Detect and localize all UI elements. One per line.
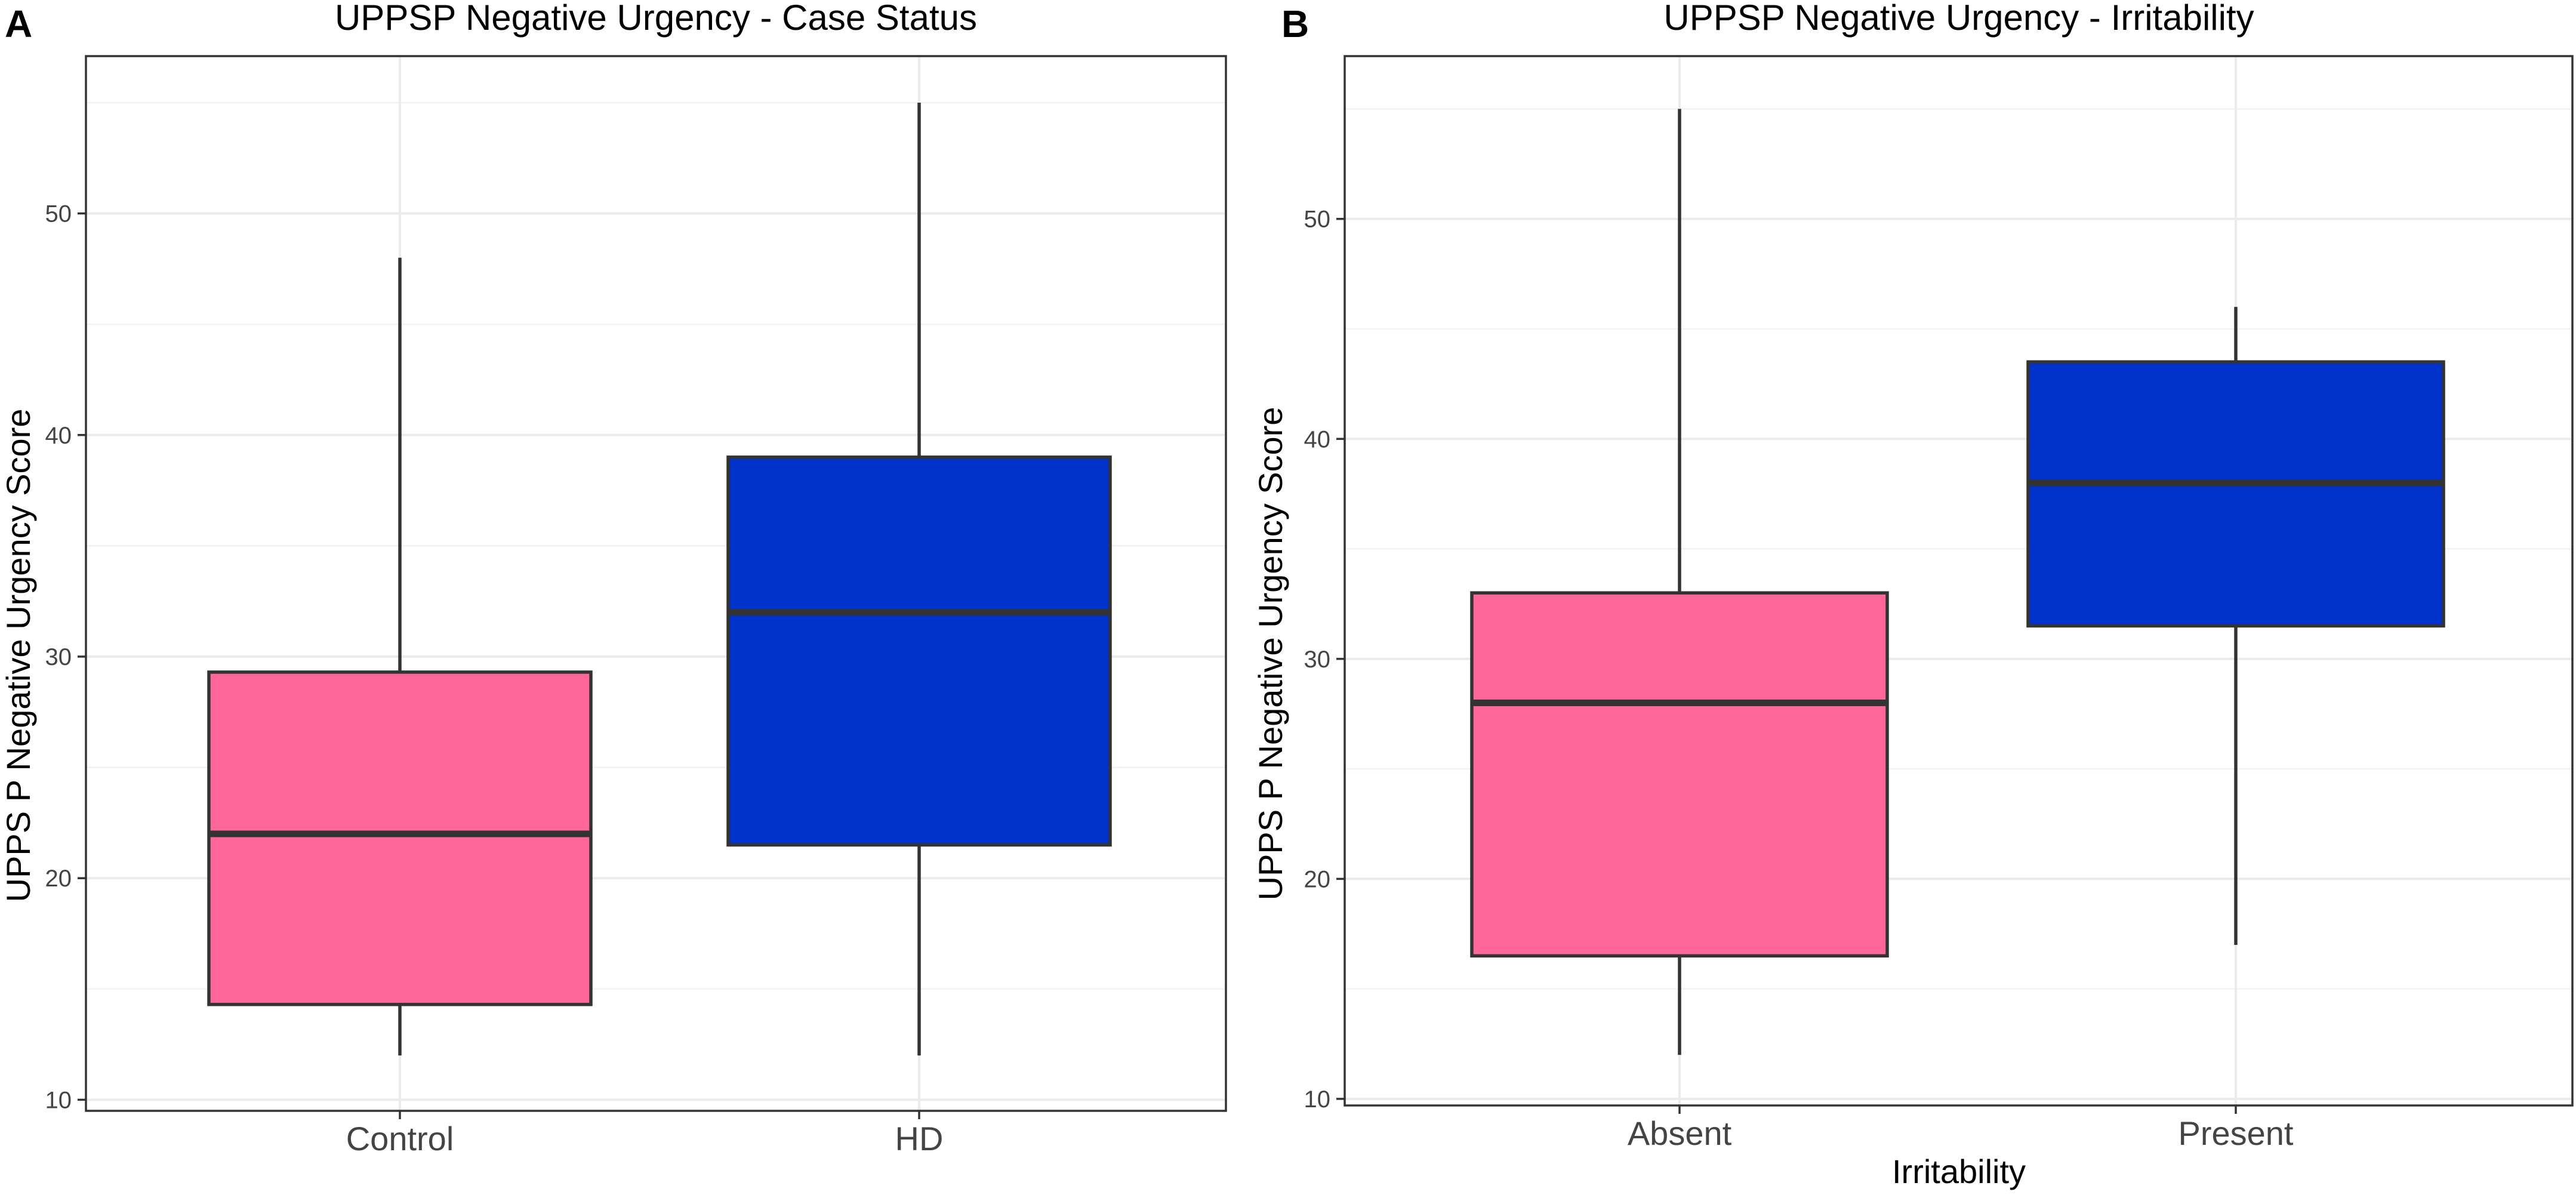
panel-b: B UPPSP Negative Urgency - Irritability … [1252,0,2574,1190]
panel-a-hd-box [726,455,1112,847]
panel-a: A UPPSP Negative Urgency - Case Status U… [0,0,1227,1157]
panel-b-panel-border [1344,55,2574,1107]
panel-a-control-box [207,670,593,1006]
panel-a-y-tick-label: 30 [45,644,72,670]
panel-b-x-tick-label: Present [2178,1114,2294,1152]
panel-a-plot-area: 10 20 30 40 50 Control HD [45,55,1227,1157]
panel-a-panel-border [85,55,1227,1112]
panel-b-y-tick-label: 50 [1304,207,1331,233]
panel-a-y-tick-label: 50 [45,201,72,227]
panel-b-y-tick-label: 20 [1304,866,1331,892]
panel-b-x-tick-label: Absent [1628,1114,1732,1152]
panel-a-y-tick-label: 10 [45,1087,72,1113]
panel-b-y-tick-label: 10 [1304,1086,1331,1113]
panel-b-y-axis-title: UPPS P Negative Urgency Score [1252,407,1289,901]
panel-a-y-tick-label: 40 [45,423,72,449]
panel-a-y-tick-label: 20 [45,866,72,892]
panel-b-plot-area: 10 20 30 40 50 Absent Present [1304,55,2574,1152]
panel-a-y-axis-title: UPPS P Negative Urgency Score [0,409,37,903]
panel-a-title: UPPSP Negative Urgency - Case Status [335,0,977,38]
panel-a-letter: A [5,2,32,45]
panel-b-present-box [2026,360,2445,628]
panel-b-y-tick-label: 40 [1304,426,1331,452]
panel-a-x-tick-label: Control [346,1120,454,1157]
panel-b-letter: B [1281,2,1309,45]
panel-b-title: UPPSP Negative Urgency - Irritability [1663,0,2254,38]
panel-b-x-axis-title: Irritability [1892,1153,2026,1190]
panel-b-y-tick-label: 30 [1304,646,1331,673]
panel-b-absent-box [1470,591,1889,958]
panel-a-x-tick-label: HD [895,1120,944,1157]
